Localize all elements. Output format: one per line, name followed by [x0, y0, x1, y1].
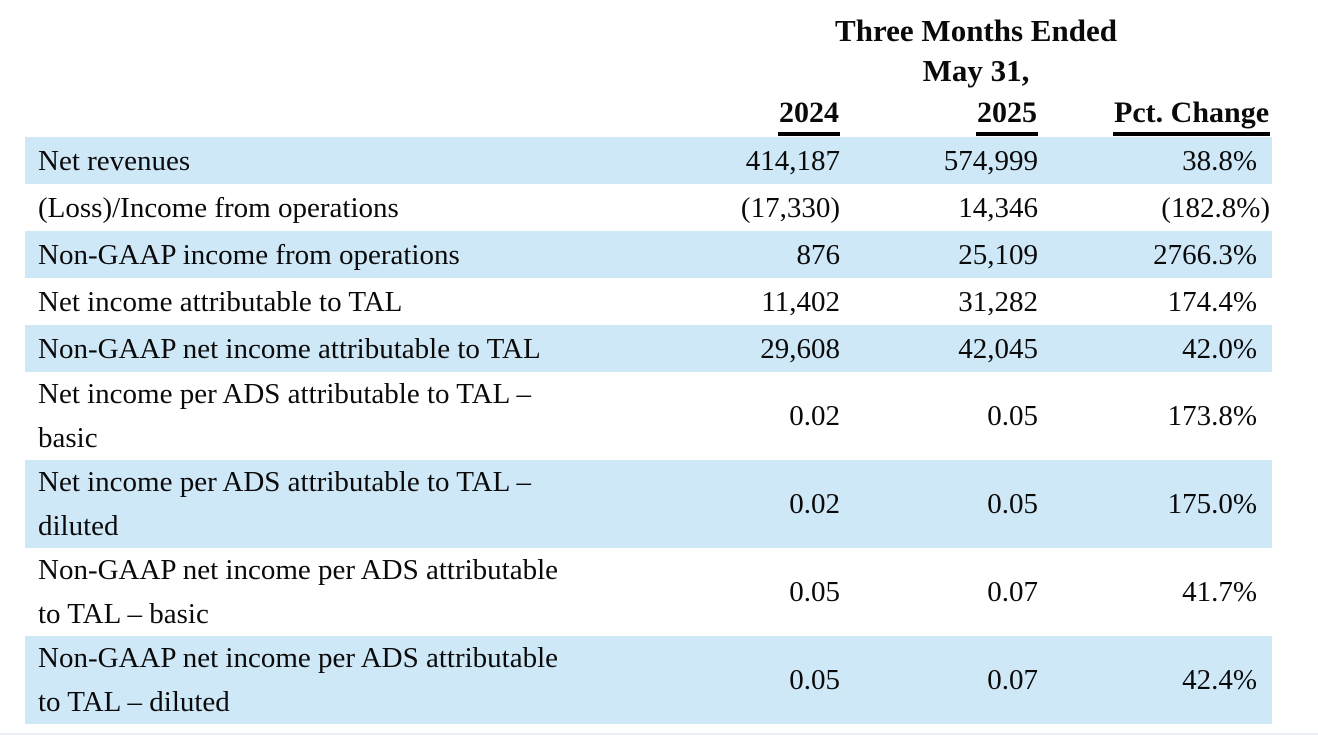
column-header-2024: 2024 — [680, 96, 840, 137]
table-body: Net revenues 414,187 574,999 38.8% (Loss… — [25, 137, 1273, 724]
row-label: (Loss)/Income from operations — [38, 191, 399, 224]
value-2024: 29,608 — [760, 332, 840, 365]
table-row: Net revenues 414,187 574,999 38.8% — [25, 137, 1273, 184]
value-2024: 0.05 — [789, 576, 840, 608]
row-label: Net income attributable to TAL — [38, 285, 403, 318]
row-label: Net revenues — [38, 144, 191, 177]
row-label: Net income per ADS attributable to TAL –… — [38, 466, 531, 542]
value-2024: 11,402 — [761, 285, 840, 318]
row-label: Non-GAAP net income per ADS attributable… — [38, 554, 559, 630]
value-2024: 414,187 — [745, 144, 840, 177]
period-header-row: Three Months Ended May 31, — [25, 0, 1272, 96]
value-pct-change: 174.4% — [1167, 285, 1258, 318]
table-row: Net income per ADS attributable to TAL –… — [25, 372, 1272, 460]
value-pct-change: 175.0% — [1167, 488, 1258, 520]
value-2024: 0.02 — [789, 488, 840, 520]
value-2025: 0.07 — [987, 576, 1038, 608]
value-pct-change: 42.0% — [1182, 332, 1258, 365]
period-line-2: May 31, — [922, 53, 1030, 88]
header-spacer — [25, 0, 680, 96]
column-header-row: 2024 2025 Pct. Change — [25, 96, 1272, 137]
row-label: Non-GAAP net income attributable to TAL — [38, 332, 541, 365]
value-2024: 0.02 — [789, 400, 840, 432]
value-2025: 25,109 — [958, 238, 1038, 271]
bottom-rule — [0, 733, 1318, 735]
value-2025: 574,999 — [943, 144, 1038, 177]
table-row: Net income attributable to TAL 11,402 31… — [25, 278, 1272, 325]
period-line-1: Three Months Ended — [835, 13, 1117, 48]
row-label: Net income per ADS attributable to TAL –… — [38, 378, 531, 454]
value-2025: 0.05 — [987, 488, 1038, 520]
column-header-2025: 2025 — [840, 96, 1038, 137]
column-header-pct-change: Pct. Change — [1038, 96, 1272, 137]
value-2024: 0.05 — [789, 664, 840, 696]
table-row: (Loss)/Income from operations (17,330) 1… — [25, 184, 1272, 231]
value-2025: 14,346 — [958, 191, 1038, 224]
value-pct-change: 2766.3% — [1153, 238, 1258, 271]
table-row: Non-GAAP net income attributable to TAL … — [25, 325, 1273, 372]
header-spacer — [25, 96, 680, 137]
value-pct-change: (182.8%) — [1161, 191, 1271, 224]
table-row: Non-GAAP income from operations 876 25,1… — [25, 231, 1273, 278]
value-pct-change: 173.8% — [1167, 400, 1258, 432]
period-header-cell: Three Months Ended May 31, — [680, 0, 1272, 96]
value-2024: (17,330) — [740, 191, 840, 224]
table-row: Net income per ADS attributable to TAL –… — [25, 460, 1273, 548]
value-2024: 876 — [796, 238, 841, 271]
value-2025: 0.07 — [987, 664, 1038, 696]
value-pct-change: 38.8% — [1182, 144, 1258, 177]
value-2025: 31,282 — [958, 285, 1038, 318]
value-2025: 42,045 — [958, 332, 1038, 365]
table-row: Non-GAAP net income per ADS attributable… — [25, 636, 1273, 724]
value-2025: 0.05 — [987, 400, 1038, 432]
row-label: Non-GAAP net income per ADS attributable… — [38, 642, 559, 718]
value-pct-change: 42.4% — [1182, 664, 1258, 696]
table-row: Non-GAAP net income per ADS attributable… — [25, 548, 1272, 636]
financial-results-table: Three Months Ended May 31, 2024 2025 Pct… — [25, 0, 1273, 724]
value-pct-change: 41.7% — [1182, 576, 1258, 608]
table-header: Three Months Ended May 31, 2024 2025 Pct… — [25, 0, 1272, 137]
row-label: Non-GAAP income from operations — [38, 238, 460, 271]
